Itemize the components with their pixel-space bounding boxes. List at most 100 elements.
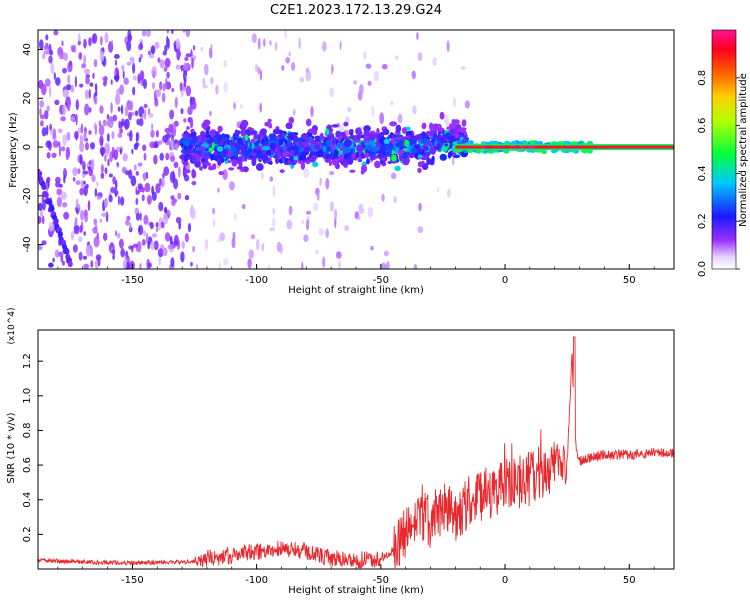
noise-blob xyxy=(80,209,85,221)
noise-blob xyxy=(45,140,52,148)
band-blob xyxy=(449,150,453,158)
noise-blob xyxy=(141,30,147,37)
band-blob xyxy=(247,147,253,154)
noise-blob xyxy=(88,130,92,135)
noise-blob xyxy=(174,97,178,109)
noise-blob xyxy=(83,263,89,269)
spectrogram-x-label: Height of straight line (km) xyxy=(288,285,424,296)
noise-blob xyxy=(322,256,326,269)
noise-blob xyxy=(381,193,385,202)
noise-blob xyxy=(139,42,143,49)
band-blob xyxy=(301,152,307,161)
noise-blob xyxy=(98,120,102,127)
band-blob xyxy=(460,127,466,134)
noise-blob xyxy=(45,42,49,48)
snr-x-ticks: -150 -100 -50 0 50 xyxy=(57,564,655,586)
noise-blob xyxy=(250,234,256,240)
noise-blob xyxy=(358,203,364,215)
noise-blob xyxy=(55,176,61,184)
band-blob xyxy=(257,150,262,154)
band-blob xyxy=(385,143,394,151)
noise-blob xyxy=(170,257,175,267)
noise-blob xyxy=(155,227,159,233)
band-blob xyxy=(402,158,410,166)
noise-blob xyxy=(75,99,80,111)
noise-blob xyxy=(79,140,84,153)
band-blob xyxy=(182,161,189,166)
noise-blob xyxy=(169,109,175,120)
carrier-blob xyxy=(514,145,520,149)
noise-blob xyxy=(117,195,120,206)
band-blob xyxy=(380,157,386,161)
spectrogram-panel: -150 -100 -50 0 50 -40 -20 0 20 40 Height of str… xyxy=(8,29,675,296)
noise-blob xyxy=(162,213,169,225)
noise-blob xyxy=(367,80,372,86)
transition-blob xyxy=(510,140,517,145)
noise-blob xyxy=(99,135,104,146)
noise-blob xyxy=(45,182,49,193)
band-blob xyxy=(305,136,310,144)
noise-blob xyxy=(114,59,118,66)
noise-blob xyxy=(192,45,196,51)
band-blob xyxy=(401,145,407,149)
noise-blob xyxy=(331,65,335,72)
noise-blob xyxy=(66,131,71,141)
noise-blob xyxy=(90,158,95,170)
noise-blob xyxy=(281,64,285,71)
band-blob xyxy=(244,134,249,141)
noise-blob xyxy=(298,37,301,50)
noise-blob xyxy=(61,40,64,47)
noise-blob xyxy=(105,211,109,223)
figure-title: C2E1.2023.172.13.29.G24 xyxy=(270,3,442,18)
noise-blob xyxy=(131,111,135,116)
noise-blob xyxy=(166,71,170,79)
band-blob xyxy=(287,132,296,137)
noise-blob xyxy=(66,99,71,112)
noise-blob xyxy=(152,70,156,79)
band-blob xyxy=(255,152,263,159)
band-blob xyxy=(267,157,272,163)
band-blob xyxy=(240,119,249,128)
noise-blob xyxy=(319,177,322,186)
x-tick-label: -150 xyxy=(121,575,144,586)
band-blob xyxy=(441,146,448,152)
band-blob xyxy=(330,144,336,150)
band-blob xyxy=(217,125,223,133)
band-blob xyxy=(274,139,280,145)
noise-blob xyxy=(182,30,186,33)
noise-blob xyxy=(58,251,64,258)
band-blob xyxy=(357,158,363,163)
transition-blob xyxy=(586,149,593,154)
noise-blob xyxy=(39,107,42,116)
noise-blob xyxy=(284,30,288,39)
noise-blob xyxy=(325,228,330,239)
band-blob xyxy=(192,135,199,143)
colorbar-tick-label: 0.4 xyxy=(697,165,708,181)
band-blob xyxy=(253,134,259,140)
noise-blob xyxy=(121,65,125,71)
band-blob xyxy=(210,153,214,161)
band-blob xyxy=(382,128,390,136)
band-blob xyxy=(343,161,348,166)
noise-blob xyxy=(150,45,156,55)
noise-blob xyxy=(147,50,152,56)
noise-blob xyxy=(117,132,123,138)
noise-blob xyxy=(104,167,108,175)
band-blob xyxy=(312,161,319,168)
noise-blob xyxy=(101,212,107,217)
noise-blob xyxy=(210,43,213,50)
noise-blob xyxy=(58,145,62,157)
band-blob xyxy=(240,128,246,137)
noise-blob xyxy=(144,108,147,120)
band-blob xyxy=(282,151,290,157)
noise-blob xyxy=(63,52,68,61)
noise-blob xyxy=(157,140,163,145)
noise-blob xyxy=(381,63,388,70)
noise-blob xyxy=(110,79,113,85)
band-blob xyxy=(289,149,296,157)
band-blob xyxy=(238,156,242,162)
noise-blob xyxy=(126,40,132,52)
noise-blob xyxy=(138,226,141,232)
band-blob xyxy=(376,141,380,149)
colorbar-label: Normalized spectral amplitude xyxy=(738,73,749,227)
